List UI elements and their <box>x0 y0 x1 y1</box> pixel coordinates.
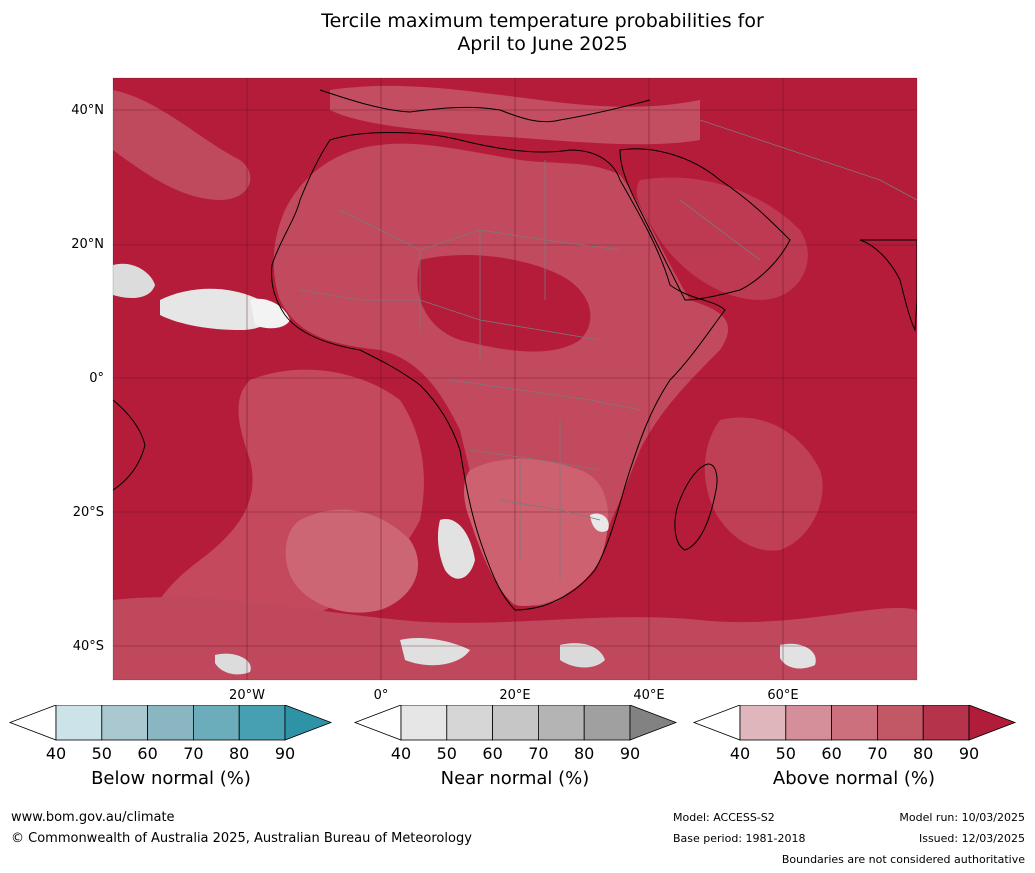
europe-coastline <box>319 89 651 123</box>
colorbar-below-segment <box>238 705 286 741</box>
colorbar-below-tick: 80 <box>229 744 250 763</box>
lat-label-40n: 40°N <box>71 103 104 118</box>
footer-copyright: © Commonwealth of Australia 2025, Austra… <box>11 831 472 846</box>
colorbar-below-segment <box>101 705 149 741</box>
arabia-shade <box>636 177 808 300</box>
colorbar-above-tick: 80 <box>913 744 934 763</box>
colorbar-above-tick: 60 <box>821 744 842 763</box>
colorbar-above-tick: 90 <box>958 744 980 763</box>
title-line-2: April to June 2025 <box>457 33 628 55</box>
lat-label-40s: 40°S <box>72 639 104 654</box>
footer-issued: Issued: 12/03/2025 <box>918 832 1025 845</box>
colorbar-below-tick: 90 <box>274 744 296 763</box>
lon-label-40e: 40°E <box>633 688 665 703</box>
colorbar-near-low-extend <box>353 705 402 741</box>
lon-label-60e: 60°E <box>767 688 799 703</box>
namibia-light-patch <box>437 519 475 579</box>
colorbar-near-tick: 40 <box>390 744 412 763</box>
colorbar-near-segment <box>492 705 539 741</box>
lat-label-0: 0° <box>89 371 104 386</box>
lat-label-20s: 20°S <box>72 505 104 520</box>
india-coastline <box>859 239 917 332</box>
north-atlantic-shade <box>113 90 251 200</box>
colorbars <box>8 705 1017 741</box>
colorbar-above-high-extend <box>968 705 1017 741</box>
colorbar-title-above: Above normal (%) <box>772 768 936 789</box>
footer-base-period: Base period: 1981-2018 <box>673 832 806 845</box>
colorbar-near-segment <box>446 705 493 741</box>
colorbar-below-tick: 40 <box>45 744 67 763</box>
southern-africa-shade <box>464 458 609 606</box>
colorbar-above-segment <box>739 705 787 741</box>
colorbar-near-tick: 80 <box>574 744 595 763</box>
colorbar-above-segment <box>922 705 970 741</box>
colorbar-below-segment <box>147 705 194 741</box>
south-light-2 <box>560 643 605 668</box>
colorbar-near-tick: 60 <box>482 744 503 763</box>
coastlines <box>113 89 917 611</box>
south-light-1 <box>400 638 470 666</box>
west-africa-light-patch <box>160 288 271 330</box>
south-light-4 <box>215 653 251 675</box>
lat-label-20n: 20°N <box>71 237 104 252</box>
colorbar-near-high-extend <box>629 705 678 741</box>
south-america-coastline <box>113 399 146 491</box>
colorbar-below-high-extend <box>284 705 333 741</box>
country-borders <box>299 119 917 580</box>
footer-url: www.bom.gov.au/climate <box>11 810 175 825</box>
colorbar-near-segment <box>583 705 631 741</box>
lon-label-20w: 20°W <box>229 688 265 703</box>
mozambique-light-patch <box>590 513 609 532</box>
colorbar-near-tick: 90 <box>619 744 641 763</box>
south-light-3 <box>780 643 816 669</box>
colorbar-below-segment <box>55 705 103 741</box>
colorbar-above-segment <box>831 705 878 741</box>
colorbar-above-tick: 50 <box>775 744 796 763</box>
title-line-1: Tercile maximum temperature probabilitie… <box>321 10 764 32</box>
colorbar-below-tick: 60 <box>137 744 158 763</box>
colorbar-above-low-extend <box>692 705 741 741</box>
atlantic-light-patch <box>113 263 155 298</box>
arabia-coastline <box>619 148 791 301</box>
indian-ocean-shade <box>704 417 823 551</box>
footer-model: Model: ACCESS-S2 <box>673 811 775 824</box>
colorbar-near-tick: 70 <box>528 744 549 763</box>
colorbar-below-tick: 50 <box>91 744 112 763</box>
madagascar-coastline <box>674 463 718 551</box>
africa-coastline <box>271 132 726 611</box>
colorbar-near-tick: 50 <box>436 744 457 763</box>
north-africa-land <box>273 143 729 606</box>
colorbar-near-segment <box>538 705 585 741</box>
colorbar-below-tick: 70 <box>183 744 204 763</box>
footer-model-run: Model run: 10/03/2025 <box>899 811 1025 824</box>
colorbar-near-segment <box>400 705 448 741</box>
footer-disclaimer: Boundaries are not considered authoritat… <box>781 853 1025 866</box>
colorbar-title-below: Below normal (%) <box>91 768 251 789</box>
lon-label-0: 0° <box>373 688 389 703</box>
colorbar-below-segment <box>192 705 240 741</box>
colorbar-above-segment <box>785 705 832 741</box>
colorbar-above-tick: 70 <box>867 744 888 763</box>
colorbar-below-low-extend <box>8 705 57 741</box>
colorbar-title-near: Near normal (%) <box>440 768 590 789</box>
lon-label-20e: 20°E <box>499 688 531 703</box>
colorbar-above-segment <box>877 705 924 741</box>
chart-title: Tercile maximum temperature probabilitie… <box>0 10 1035 56</box>
central-africa-darker <box>417 255 591 352</box>
south-plume-lighter <box>285 509 419 613</box>
gridlines <box>113 78 917 680</box>
colorbar-above-tick: 40 <box>729 744 751 763</box>
west-africa-white-patch <box>250 298 290 329</box>
